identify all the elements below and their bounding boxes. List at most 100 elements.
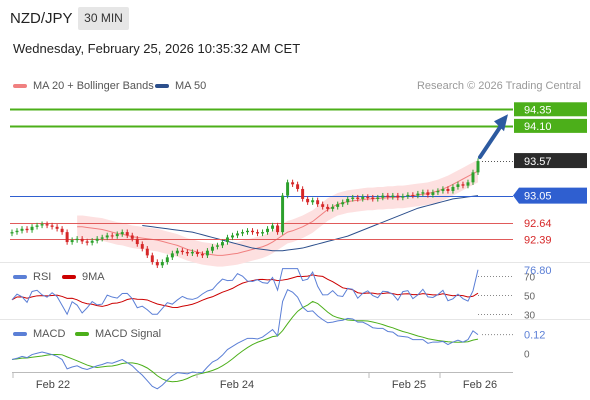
- candle: [10, 232, 14, 234]
- candle: [85, 241, 89, 243]
- macd-zero-label: 0: [524, 350, 530, 361]
- legend-ma20-swatch: [13, 84, 27, 88]
- candle: [100, 237, 104, 239]
- candle: [366, 196, 370, 198]
- candle: [35, 225, 39, 227]
- candle: [386, 195, 390, 197]
- legend-rsi-ma-label: 9MA: [82, 271, 105, 283]
- legend-macd-signal-label: MACD Signal: [95, 328, 162, 340]
- x-tick-label: Feb 24: [220, 379, 254, 391]
- legend-macd-signal: MACD Signal: [75, 328, 161, 340]
- pivot-tag: [513, 187, 587, 204]
- candle: [446, 188, 450, 191]
- candle: [416, 193, 420, 196]
- candle: [241, 232, 244, 234]
- candle: [391, 195, 395, 197]
- candle: [230, 235, 234, 238]
- legend-ma20-label: MA 20 + Bollinger Bands: [33, 80, 154, 92]
- candle: [301, 188, 305, 199]
- candle: [476, 161, 480, 173]
- candle: [441, 188, 445, 191]
- candle: [381, 195, 385, 198]
- candle: [200, 254, 204, 256]
- candle: [40, 224, 44, 226]
- candle: [246, 230, 249, 233]
- candle: [346, 198, 350, 203]
- legend-macd-signal-swatch: [75, 332, 89, 336]
- legend-rsi-ma-swatch: [62, 275, 76, 279]
- candle: [135, 238, 139, 245]
- candle: [20, 228, 24, 231]
- timeframe-button[interactable]: 30 MIN: [78, 7, 129, 30]
- last-price-value: 93.57: [524, 156, 552, 168]
- candle: [140, 244, 144, 249]
- resistance-value: 94.35: [524, 104, 552, 116]
- rsi-level-label: 50: [524, 292, 536, 303]
- datetime-label: Wednesday, February 25, 2026 10:35:32 AM…: [13, 41, 301, 56]
- candle: [401, 196, 405, 198]
- candle: [411, 194, 415, 196]
- candle: [145, 248, 149, 256]
- macd-signal-line: [11, 300, 479, 383]
- candle: [306, 198, 310, 203]
- candle: [30, 226, 34, 231]
- ma50-line: [142, 195, 479, 252]
- candle: [115, 234, 119, 237]
- candle: [466, 182, 470, 186]
- candle: [220, 242, 224, 246]
- candle: [456, 184, 460, 187]
- candle: [110, 235, 114, 237]
- candle: [125, 232, 129, 236]
- x-tick-label: Feb 22: [36, 379, 70, 391]
- candle: [331, 206, 335, 209]
- candle: [185, 252, 189, 254]
- candle: [25, 228, 29, 231]
- rsi-value: 76.80: [524, 265, 552, 277]
- rsi-level-label: 30: [524, 311, 536, 322]
- x-tick-label: Feb 26: [463, 379, 497, 391]
- resistance-value: 94.10: [524, 121, 552, 133]
- candle: [105, 235, 109, 238]
- candle: [235, 233, 239, 236]
- legend-macd-swatch: [13, 332, 27, 336]
- candle: [431, 192, 435, 195]
- candle: [130, 235, 134, 239]
- last-price-tag: [514, 153, 587, 169]
- candle: [60, 228, 64, 233]
- candle: [15, 230, 19, 233]
- candle: [351, 197, 355, 199]
- candle: [256, 232, 260, 234]
- symbol-title: NZD/JPY: [10, 10, 73, 27]
- candle: [90, 240, 94, 243]
- support-value: 92.39: [524, 234, 552, 246]
- candle: [421, 192, 425, 194]
- candle: [170, 253, 174, 258]
- ma20-line: [77, 170, 479, 256]
- pivot-value: 93.05: [524, 191, 552, 203]
- candle: [461, 184, 465, 186]
- candle: [371, 197, 375, 199]
- candle: [205, 250, 209, 256]
- x-tick-label: Feb 25: [392, 379, 426, 391]
- candle: [321, 204, 325, 207]
- candle: [50, 225, 54, 227]
- candle: [225, 237, 229, 243]
- macd-value: 0.12: [524, 330, 545, 342]
- forecast-arrow-shaft: [478, 122, 504, 160]
- candle: [276, 225, 280, 233]
- legend-ma20: MA 20 + Bollinger Bands: [13, 80, 154, 92]
- candle: [120, 232, 124, 235]
- candle: [215, 245, 219, 247]
- legend-ma50-label: MA 50: [175, 80, 207, 92]
- candle: [65, 232, 69, 243]
- candle: [210, 246, 214, 251]
- legend-rsi-swatch: [13, 275, 27, 279]
- candle: [190, 252, 194, 254]
- candle: [451, 186, 455, 191]
- legend-macd: MACD: [13, 328, 65, 340]
- resistance-tag: [514, 118, 587, 133]
- candle: [436, 190, 440, 193]
- candle: [341, 202, 345, 205]
- candle: [271, 225, 275, 229]
